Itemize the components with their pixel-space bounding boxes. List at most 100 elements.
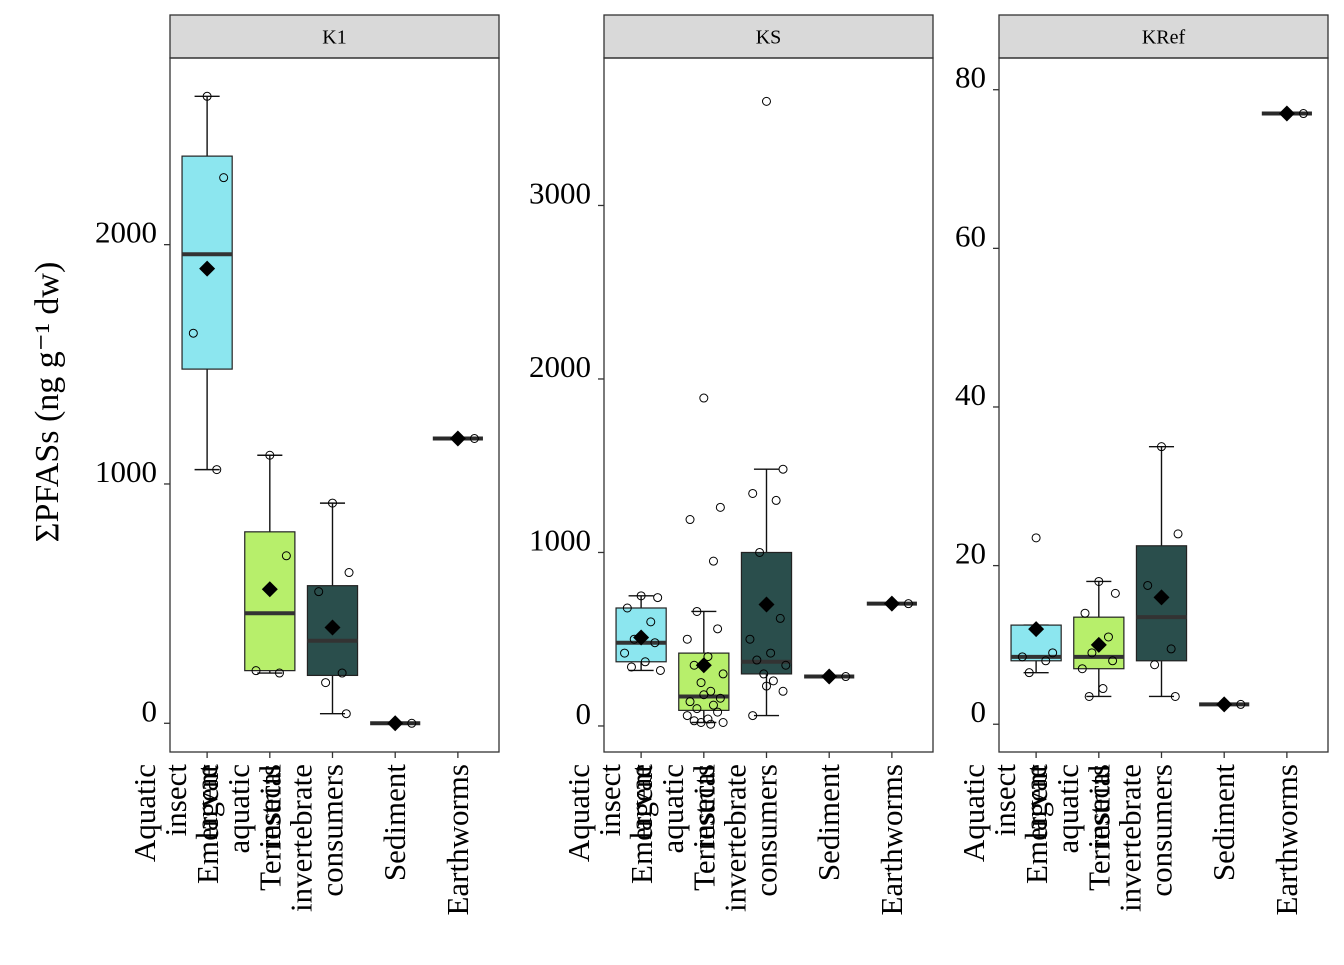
box (615, 607, 667, 663)
data-point (274, 668, 284, 678)
data-point (251, 666, 261, 676)
y-axis-label: ΣPFASs (ng g⁻¹ dw) (29, 262, 66, 543)
data-point (341, 709, 351, 719)
panel-K1: K1 0 1000 2000 AquaticinsectlarvaeEmergentaq… (95, 14, 500, 916)
y-tick-label: 2000 (529, 349, 591, 384)
data-point (636, 591, 646, 601)
data-point (281, 551, 291, 561)
x-tick-label: invertebrate (1112, 764, 1147, 912)
data-point (469, 434, 479, 444)
data-point (708, 700, 718, 710)
data-point (718, 718, 728, 728)
x-tick-label: Aquatic (956, 764, 991, 862)
facet-strip-label: KS (756, 27, 782, 49)
y-tick-label: 2000 (95, 215, 157, 250)
data-point (703, 652, 713, 662)
data-point (699, 690, 709, 700)
data-point (1077, 664, 1087, 674)
data-point (1031, 533, 1041, 543)
x-tick-label: larvae (189, 764, 224, 840)
data-point (841, 672, 851, 682)
facet-strip-label: K1 (322, 27, 346, 49)
y-tick-label: 1000 (529, 522, 591, 557)
data-point (1150, 660, 1160, 670)
x-tick-label: Sediment (377, 764, 412, 881)
data-point (1017, 652, 1027, 662)
x-tick-label: Emergent (624, 764, 659, 884)
data-point (766, 648, 776, 658)
data-point (703, 714, 713, 724)
panel-border (169, 57, 500, 753)
data-point (706, 686, 716, 696)
x-tick-label: Sediment (811, 764, 846, 881)
x-tick-label: Emergent (190, 764, 225, 884)
facet-strip (998, 14, 1329, 59)
data-point (715, 502, 725, 512)
mean-marker (1090, 636, 1107, 653)
data-point (685, 515, 695, 525)
x-tick-label: larvae (1018, 764, 1053, 840)
x-tick-label: insects (1081, 764, 1116, 848)
data-point (344, 568, 354, 578)
x-tick-label: Earthworms (874, 764, 909, 916)
mean-marker (821, 668, 838, 685)
data-point (692, 704, 702, 714)
data-point (321, 678, 331, 688)
data-point (692, 606, 702, 616)
data-point (1084, 691, 1094, 701)
y-tick-label: 80 (955, 60, 986, 95)
x-tick-label: invertebrate (283, 764, 318, 912)
data-point (752, 655, 762, 665)
data-point (1173, 529, 1183, 539)
data-point (715, 693, 725, 703)
data-point (755, 547, 765, 557)
facet-strip (169, 14, 500, 59)
data-point (265, 450, 275, 460)
box (740, 551, 793, 675)
mean-marker (324, 619, 341, 636)
data-point (708, 556, 718, 566)
data-point (314, 587, 324, 597)
data-point (1048, 648, 1058, 658)
x-tick-label: invertebrate (717, 764, 752, 912)
data-point (337, 668, 347, 678)
data-point (188, 328, 198, 338)
x-tick-label: Earthworms (440, 764, 475, 916)
data-point (903, 599, 913, 609)
data-point (1166, 644, 1176, 654)
x-tick-label: larvae (623, 764, 658, 840)
panel-KS: KS 0 1000 2000 3000 AquaticinsectlarvaeEmerge… (529, 14, 934, 916)
data-point (713, 707, 723, 717)
data-point (1298, 109, 1308, 119)
x-tick-label: consumers (1143, 764, 1178, 897)
data-point (682, 711, 692, 721)
data-point (748, 711, 758, 721)
x-tick-label: insect (592, 764, 627, 837)
x-tick-label: aquatic (221, 764, 256, 854)
data-point (682, 634, 692, 644)
data-point (1103, 632, 1113, 642)
y-tick-label: 1000 (95, 454, 157, 489)
x-tick-label: insect (158, 764, 193, 837)
data-point (1024, 668, 1034, 678)
data-point (653, 593, 663, 603)
data-point (706, 719, 716, 729)
y-tick-label: 0 (142, 693, 158, 728)
mean-marker (695, 657, 712, 674)
data-point (781, 660, 791, 670)
x-tick-label: Aquatic (561, 764, 596, 862)
data-point (771, 495, 781, 505)
x-tick-label: Sediment (1206, 764, 1241, 881)
x-tick-label: aquatic (1050, 764, 1085, 854)
facet-strip (603, 14, 934, 59)
data-point (1156, 442, 1166, 452)
y-tick-label: 0 (576, 696, 592, 731)
data-point (778, 464, 788, 474)
data-point (407, 718, 417, 728)
data-point (1098, 684, 1108, 694)
x-tick-label: consumers (748, 764, 783, 897)
mean-marker (261, 581, 278, 598)
mean-marker (449, 430, 466, 447)
x-tick-label: Terrestrial (252, 764, 287, 891)
